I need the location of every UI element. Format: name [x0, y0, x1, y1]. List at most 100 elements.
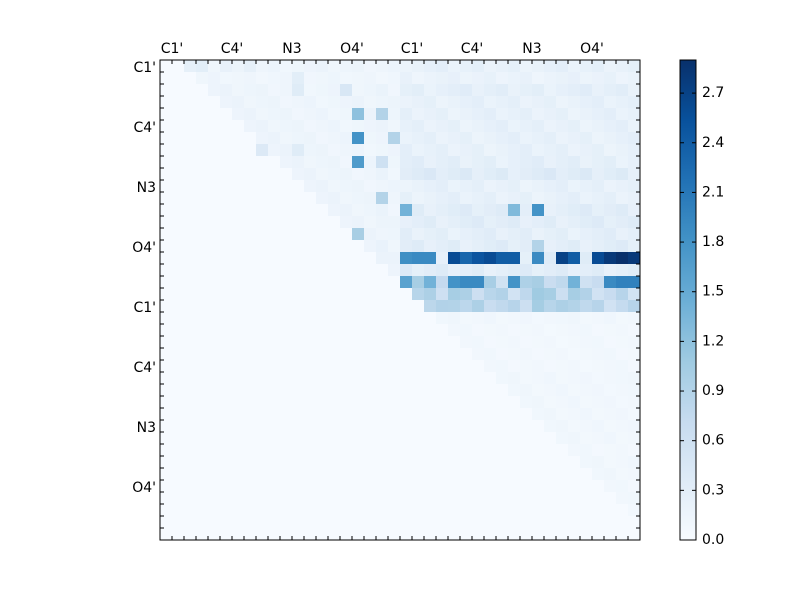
heatmap-cell	[196, 372, 209, 385]
heatmap-cell	[472, 108, 485, 121]
heatmap-cell	[340, 420, 353, 433]
heatmap-cell	[244, 336, 257, 349]
heatmap-cell	[604, 408, 617, 421]
y-tick-label: N3	[137, 420, 156, 436]
heatmap-cell	[304, 480, 317, 493]
heatmap-cell	[400, 144, 413, 157]
heatmap-cell	[232, 264, 245, 277]
heatmap-cell	[580, 444, 593, 457]
heatmap-cell	[172, 108, 185, 121]
heatmap-cell	[256, 120, 269, 133]
heatmap-cell	[436, 180, 449, 193]
heatmap-cell	[208, 480, 221, 493]
heatmap-cell	[616, 228, 629, 241]
heatmap-cell	[304, 396, 317, 409]
heatmap-cell	[544, 504, 557, 517]
heatmap-cell	[556, 492, 569, 505]
heatmap-cell	[376, 468, 389, 481]
y-tick-label: O4'	[132, 240, 156, 256]
heatmap-cell	[208, 240, 221, 253]
heatmap-cell	[220, 360, 233, 373]
heatmap-cell	[472, 120, 485, 133]
heatmap-cell	[532, 180, 545, 193]
heatmap-cell	[292, 504, 305, 517]
heatmap-cell	[316, 120, 329, 133]
heatmap-cell	[592, 528, 605, 541]
heatmap-cell	[412, 528, 425, 541]
heatmap-cell	[328, 516, 341, 529]
heatmap-cell	[208, 264, 221, 277]
heatmap-cell	[364, 468, 377, 481]
heatmap-cell	[292, 360, 305, 373]
heatmap-cell	[292, 372, 305, 385]
heatmap-cell	[292, 288, 305, 301]
heatmap-cell	[484, 216, 497, 229]
heatmap-cell	[196, 492, 209, 505]
heatmap-cell	[388, 216, 401, 229]
heatmap-cell	[280, 348, 293, 361]
heatmap-cell	[484, 72, 497, 85]
heatmap-cell	[424, 504, 437, 517]
heatmap-cell	[184, 264, 197, 277]
heatmap-cell	[460, 288, 473, 301]
heatmap-cell	[328, 312, 341, 325]
heatmap-cell	[448, 144, 461, 157]
heatmap-cell	[220, 276, 233, 289]
heatmap-cell	[460, 324, 473, 337]
heatmap-cell	[580, 84, 593, 97]
heatmap-cell	[520, 168, 533, 181]
heatmap-cell	[616, 120, 629, 133]
colorbar-tick-label: 1.8	[702, 234, 724, 250]
heatmap-cell	[568, 240, 581, 253]
heatmap-cell	[328, 336, 341, 349]
heatmap-cell	[412, 108, 425, 121]
heatmap-cell	[364, 240, 377, 253]
heatmap-cell	[172, 132, 185, 145]
heatmap-cell	[580, 348, 593, 361]
heatmap-cell	[412, 408, 425, 421]
heatmap-cell	[172, 180, 185, 193]
heatmap-cell	[388, 264, 401, 277]
heatmap-cell	[460, 96, 473, 109]
heatmap-cell	[256, 228, 269, 241]
heatmap-cell	[580, 288, 593, 301]
heatmap-cell	[232, 324, 245, 337]
heatmap-cell	[340, 192, 353, 205]
heatmap-cell	[328, 132, 341, 145]
heatmap-cell	[544, 468, 557, 481]
heatmap-cell	[220, 288, 233, 301]
heatmap-cell	[424, 264, 437, 277]
heatmap-cell	[364, 156, 377, 169]
heatmap-cell	[280, 324, 293, 337]
heatmap-cell	[160, 492, 173, 505]
heatmap-cell	[592, 516, 605, 529]
heatmap-cell	[256, 456, 269, 469]
heatmap-cell	[460, 480, 473, 493]
heatmap-cell	[556, 252, 569, 265]
heatmap-cell	[496, 180, 509, 193]
heatmap-cell	[556, 84, 569, 97]
heatmap-cell	[460, 312, 473, 325]
heatmap-cell	[376, 396, 389, 409]
heatmap-cell	[280, 468, 293, 481]
heatmap-cell	[532, 492, 545, 505]
x-tick-label: C1'	[161, 41, 184, 57]
heatmap-cell	[628, 204, 641, 217]
heatmap-cell	[400, 96, 413, 109]
heatmap-cell	[496, 504, 509, 517]
heatmap-cell	[328, 396, 341, 409]
heatmap-cell	[352, 180, 365, 193]
heatmap-cell	[160, 228, 173, 241]
heatmap-cell	[520, 372, 533, 385]
heatmap-cell	[328, 480, 341, 493]
heatmap-cell	[592, 420, 605, 433]
heatmap-cell	[460, 432, 473, 445]
heatmap-cell	[556, 384, 569, 397]
heatmap-cell	[184, 300, 197, 313]
heatmap-cell	[280, 396, 293, 409]
heatmap-cell	[520, 252, 533, 265]
heatmap-cell	[496, 168, 509, 181]
heatmap-cell	[592, 468, 605, 481]
heatmap-cell	[412, 132, 425, 145]
heatmap-cell	[160, 312, 173, 325]
